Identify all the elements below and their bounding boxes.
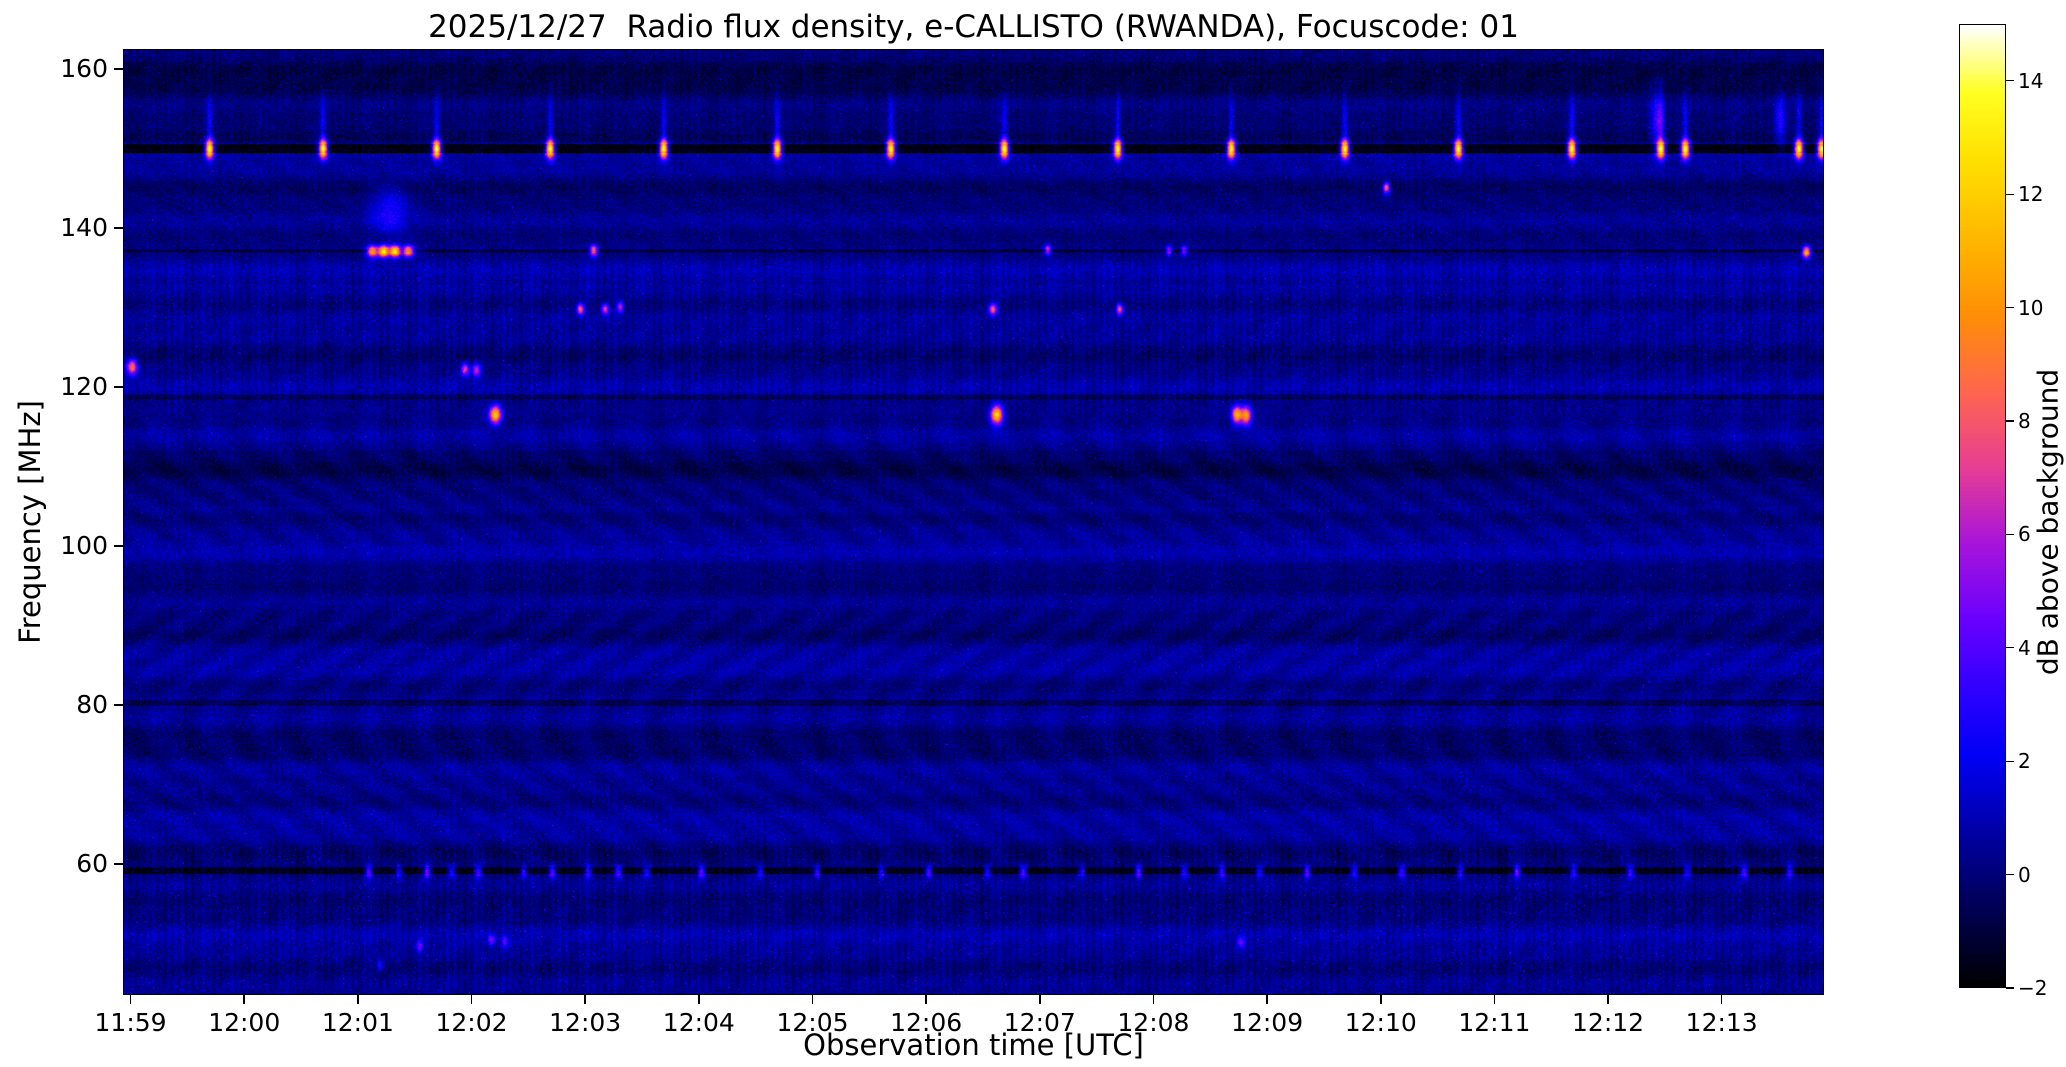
colorbar-tick-label: 6 [2018, 522, 2031, 547]
y-tick-label: 140 [60, 212, 108, 242]
colorbar-tick-label: 8 [2018, 408, 2031, 433]
x-tick-label: 12:04 [662, 1008, 735, 1037]
colorbar-tick-mark [2006, 306, 2014, 309]
colorbar-tick-mark [2006, 760, 2014, 762]
y-tick-mark [114, 227, 123, 229]
colorbar-tick-label: 10 [2018, 295, 2044, 320]
colorbar-tick-label: 12 [2018, 182, 2044, 207]
x-tick-mark [1493, 995, 1496, 1004]
x-tick-mark [129, 995, 132, 1004]
y-tick-mark [114, 863, 123, 865]
x-tick-label: 12:03 [549, 1008, 622, 1037]
colorbar-tick-mark [2006, 873, 2014, 876]
y-axis-label: Frequency [MHz] [13, 400, 47, 644]
x-tick-label: 12:07 [1003, 1008, 1076, 1037]
colorbar-tick-label: 14 [2018, 68, 2044, 93]
y-tick-label: 100 [60, 530, 108, 560]
colorbar-tick-mark [2006, 80, 2014, 82]
y-tick-label: 80 [76, 689, 108, 719]
colorbar-tick-label: 2 [2018, 749, 2031, 774]
spectrogram-canvas [124, 50, 1823, 994]
x-tick-mark [1152, 995, 1155, 1004]
x-tick-mark [925, 995, 927, 1004]
colorbar-tick-mark [2006, 193, 2014, 195]
x-tick-mark [584, 995, 586, 1004]
x-tick-label: 12:01 [321, 1008, 394, 1037]
x-tick-label: 12:02 [435, 1008, 508, 1037]
x-tick-mark [811, 995, 814, 1004]
x-tick-label: 12:05 [776, 1008, 849, 1037]
y-tick-mark [114, 545, 123, 547]
x-tick-mark [1720, 995, 1723, 1004]
y-tick-label: 120 [60, 371, 108, 401]
x-tick-label: 12:06 [890, 1008, 963, 1037]
y-tick-mark [114, 704, 123, 706]
x-tick-mark [470, 995, 473, 1004]
x-tick-label: 12:11 [1458, 1008, 1531, 1037]
y-tick-mark [114, 68, 123, 70]
x-tick-label: 12:13 [1685, 1008, 1758, 1037]
x-tick-mark [698, 995, 700, 1004]
x-tick-label: 12:12 [1572, 1008, 1645, 1037]
colorbar [1959, 24, 2006, 988]
y-tick-mark [114, 386, 123, 388]
x-tick-label: 12:00 [208, 1008, 281, 1037]
x-tick-mark [243, 995, 245, 1004]
x-tick-mark [357, 995, 359, 1004]
x-tick-label: 12:08 [1117, 1008, 1190, 1037]
colorbar-tick-mark [2006, 987, 2014, 989]
chart-title: 2025/12/27 Radio flux density, e-CALLIST… [428, 9, 1519, 45]
colorbar-tick-label: 4 [2018, 635, 2031, 660]
y-tick-label: 60 [76, 848, 108, 878]
x-tick-label: 12:09 [1231, 1008, 1304, 1037]
x-tick-mark [1607, 995, 1609, 1004]
colorbar-canvas [1960, 25, 2005, 987]
x-tick-label: 11:59 [94, 1008, 167, 1037]
colorbar-tick-mark [2006, 420, 2014, 422]
colorbar-tick-mark [2006, 533, 2014, 535]
x-tick-mark [1266, 995, 1268, 1004]
y-tick-label: 160 [60, 53, 108, 83]
x-tick-mark [1380, 995, 1382, 1004]
x-tick-mark [1039, 995, 1041, 1004]
x-tick-label: 12:10 [1344, 1008, 1417, 1037]
colorbar-tick-label: −2 [2018, 976, 2048, 1000]
colorbar-tick-mark [2006, 647, 2014, 649]
plot-area [123, 49, 1824, 995]
colorbar-tick-label: 0 [2018, 862, 2031, 887]
x-axis-label: Observation time [UTC] [803, 1028, 1144, 1062]
